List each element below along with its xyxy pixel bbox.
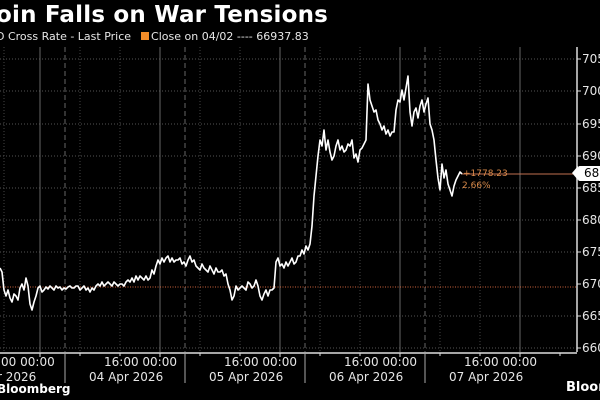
y-axis-labels: 705 700 695 690 685 680 675 670 665 660 (582, 52, 600, 355)
y-tick-label: 705 (582, 52, 600, 66)
x-time-label: 16:00 00:00 (104, 355, 177, 369)
chart-title: oin Falls on War Tensions (0, 2, 329, 28)
y-tick-label: 665 (582, 309, 600, 323)
y-axis-ticks (577, 58, 581, 349)
x-time-label: 16:00 00:00 (464, 355, 537, 369)
x-axis-ticks (39, 353, 561, 357)
x-date-label: 07 Apr 2026 (449, 370, 524, 384)
change-pct-annotation: 2.66% (462, 181, 491, 191)
close-swatch-icon (141, 32, 150, 40)
y-tick-label: 660 (582, 341, 600, 355)
last-price-tag: 687 (572, 166, 600, 181)
legend-close-label: Close on 04/02 ---- 66937.83 (151, 30, 309, 43)
source-label: Bloomberg (0, 382, 71, 396)
x-time-label: :00 00:00 (0, 355, 55, 369)
x-axis-day-separators (64, 353, 426, 383)
price-line (0, 75, 463, 311)
y-tick-label: 695 (582, 117, 600, 131)
chart-legend: D Cross Rate - Last Price Close on 04/02 … (0, 30, 309, 43)
y-tick-label: 700 (582, 84, 600, 98)
vertical-grid-dashed (64, 47, 426, 352)
x-time-label: 16:00 00:00 (344, 355, 417, 369)
y-tick-label: 670 (582, 277, 600, 291)
x-date-label: 05 Apr 2026 (209, 370, 284, 384)
y-tick-label: 680 (582, 213, 600, 227)
y-tick-label: 685 (582, 181, 600, 195)
bloomberg-logo: Bloom (566, 380, 600, 395)
legend-series-label: D Cross Rate - Last Price (0, 30, 132, 43)
y-tick-label: 675 (582, 245, 600, 259)
vertical-grid-solid (39, 47, 521, 352)
x-time-label: 16:00 00:00 (224, 355, 297, 369)
y-tick-label: 690 (582, 149, 600, 163)
x-date-label: 06 Apr 2026 (329, 370, 404, 384)
horizontal-grid (0, 58, 576, 349)
change-value-annotation: +1778.23 (463, 169, 508, 179)
x-date-label: r 2026 (0, 370, 37, 384)
x-date-label: 04 Apr 2026 (89, 370, 164, 384)
